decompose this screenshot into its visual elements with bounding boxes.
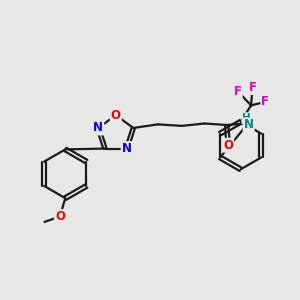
Text: H: H bbox=[242, 113, 251, 123]
Text: F: F bbox=[248, 81, 256, 94]
Text: N: N bbox=[93, 122, 103, 134]
Text: F: F bbox=[234, 85, 242, 98]
Text: O: O bbox=[55, 210, 65, 223]
Text: O: O bbox=[111, 109, 121, 122]
Text: N: N bbox=[122, 142, 132, 155]
Text: N: N bbox=[244, 118, 254, 131]
Text: O: O bbox=[223, 139, 233, 152]
Text: F: F bbox=[261, 95, 269, 108]
